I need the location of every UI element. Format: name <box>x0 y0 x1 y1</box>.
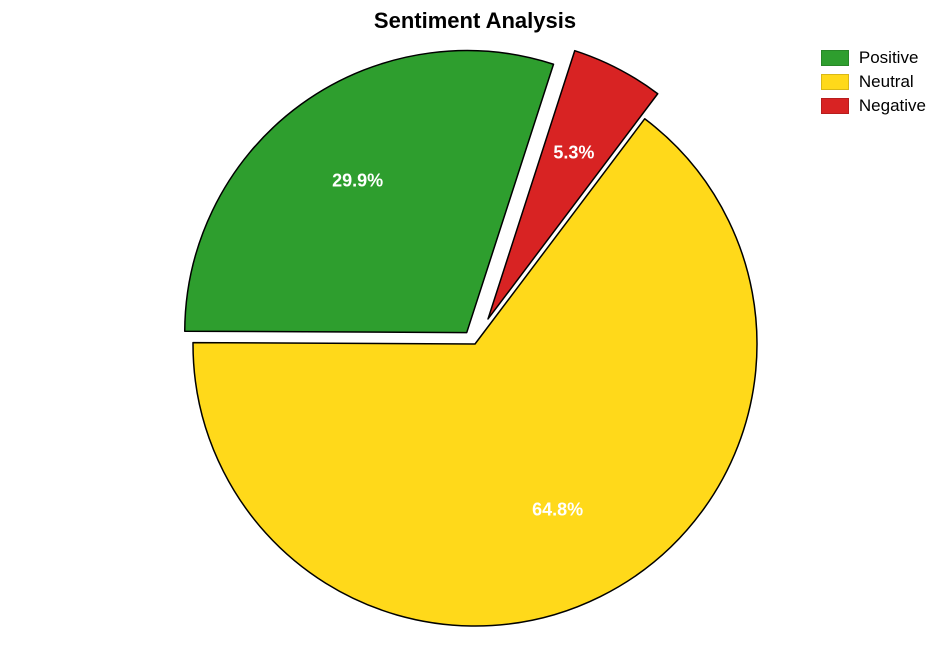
legend-label: Neutral <box>859 72 914 92</box>
legend-swatch <box>821 50 849 66</box>
legend-label: Positive <box>859 48 919 68</box>
pie-chart: 64.8% 29.9% 5.3% <box>0 0 950 662</box>
legend-label: Negative <box>859 96 926 116</box>
legend-item: Positive <box>821 48 926 68</box>
legend-item: Neutral <box>821 72 926 92</box>
slice-label: 64.8% <box>532 500 583 520</box>
slice-label: 5.3% <box>553 143 594 163</box>
legend-item: Negative <box>821 96 926 116</box>
legend-swatch <box>821 74 849 90</box>
legend: Positive Neutral Negative <box>821 48 926 120</box>
slice-label: 29.9% <box>332 171 383 191</box>
legend-swatch <box>821 98 849 114</box>
pie-chart-container: Sentiment Analysis 64.8%29.9%5.3% Positi… <box>0 0 950 662</box>
